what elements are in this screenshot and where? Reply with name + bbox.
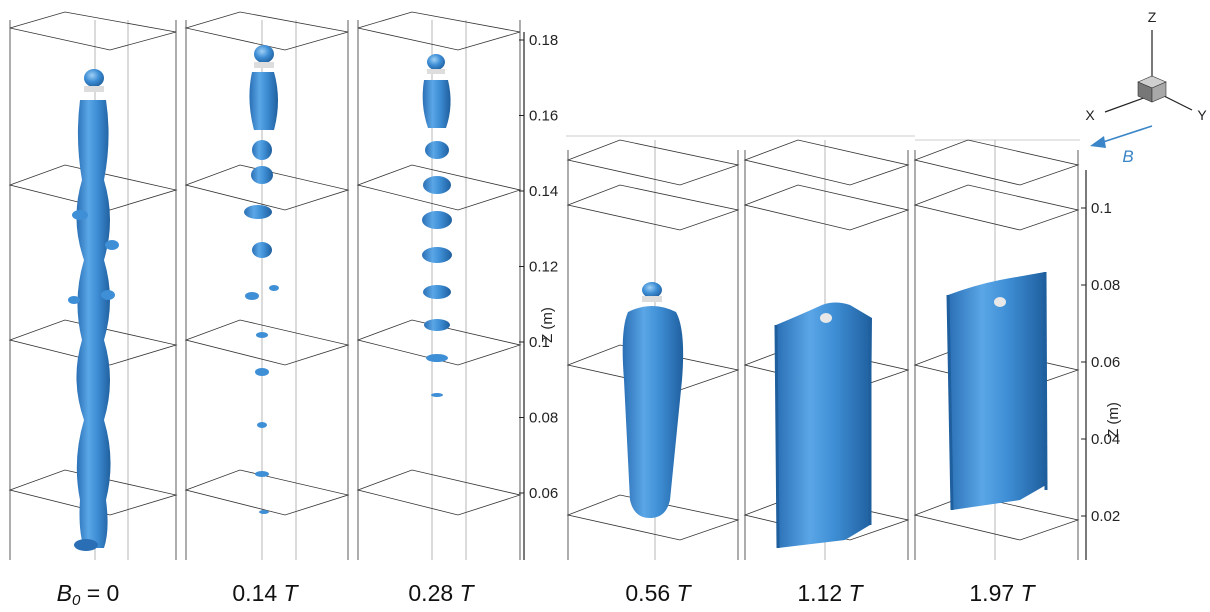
panel-b0-zero: B0 = 0 bbox=[8, 11, 178, 609]
panel-label-b0: B0 = 0 bbox=[57, 580, 120, 609]
panel-label-1-97: 1.97 T bbox=[969, 580, 1036, 606]
triad-x-label: X bbox=[1085, 107, 1095, 123]
panel-0-56-t: 0.56 T bbox=[566, 139, 740, 606]
arrow-head-icon bbox=[1090, 136, 1106, 148]
panel-0-28-t: 0.28 T bbox=[356, 11, 522, 606]
droplet-elongated bbox=[622, 282, 684, 518]
droplet-sheet bbox=[774, 302, 872, 549]
panel-1-97-t: 1.97 T bbox=[913, 139, 1080, 606]
triad-z-label: Z bbox=[1148, 9, 1157, 25]
panel-label-1-12: 1.12 T bbox=[797, 580, 864, 606]
droplet-sheet bbox=[946, 271, 1048, 511]
z-axis-right-title: Z (m) bbox=[1105, 402, 1122, 438]
z-axis-left-tick-label: 0.12 bbox=[529, 259, 558, 276]
axis-triad: Z X Y bbox=[1085, 9, 1207, 123]
z-axis-left: 0.18 0.16 0.14 0.12 0.1 0.08 0.06 Z (m) bbox=[519, 32, 558, 560]
z-axis-right-tick-label: 0.1 bbox=[1091, 200, 1112, 217]
z-axis-left-tick-label: 0.06 bbox=[529, 485, 558, 502]
z-axis-right-tick-label: 0.08 bbox=[1091, 277, 1120, 294]
z-axis-right: 0.1 0.08 0.06 0.04 0.02 Z (m) bbox=[1081, 170, 1122, 560]
z-axis-left-tick-label: 0.1 bbox=[529, 334, 550, 351]
droplet-fragments bbox=[422, 54, 452, 397]
z-axis-left-title: Z (m) bbox=[539, 307, 556, 343]
magnetic-field-arrow: B bbox=[1090, 125, 1153, 166]
droplet-column bbox=[68, 69, 119, 551]
triad-y-label: Y bbox=[1197, 107, 1207, 123]
z-axis-right-tick-label: 0.06 bbox=[1091, 354, 1120, 371]
z-axis-left-tick-label: 0.18 bbox=[529, 32, 558, 49]
z-axis-right-tick-label: 0.02 bbox=[1091, 508, 1120, 525]
z-axis-right-tick-label: 0.04 bbox=[1091, 431, 1120, 448]
droplet-fragments bbox=[244, 45, 279, 514]
panel-label-0-28: 0.28 T bbox=[408, 580, 475, 606]
z-axis-left-tick-label: 0.14 bbox=[529, 183, 558, 200]
z-axis-left-tick-label: 0.08 bbox=[529, 410, 558, 427]
z-axis-left-tick-label: 0.16 bbox=[529, 108, 558, 125]
wireframe-cage bbox=[566, 139, 740, 560]
field-label: B bbox=[1122, 147, 1133, 166]
panel-1-12-t: 1.12 T bbox=[743, 139, 910, 606]
triad-cube-icon bbox=[1137, 75, 1167, 103]
panel-0-14-t: 0.14 T bbox=[184, 11, 350, 606]
panel-label-0-14: 0.14 T bbox=[232, 580, 299, 606]
panel-label-0-56: 0.56 T bbox=[625, 580, 692, 606]
